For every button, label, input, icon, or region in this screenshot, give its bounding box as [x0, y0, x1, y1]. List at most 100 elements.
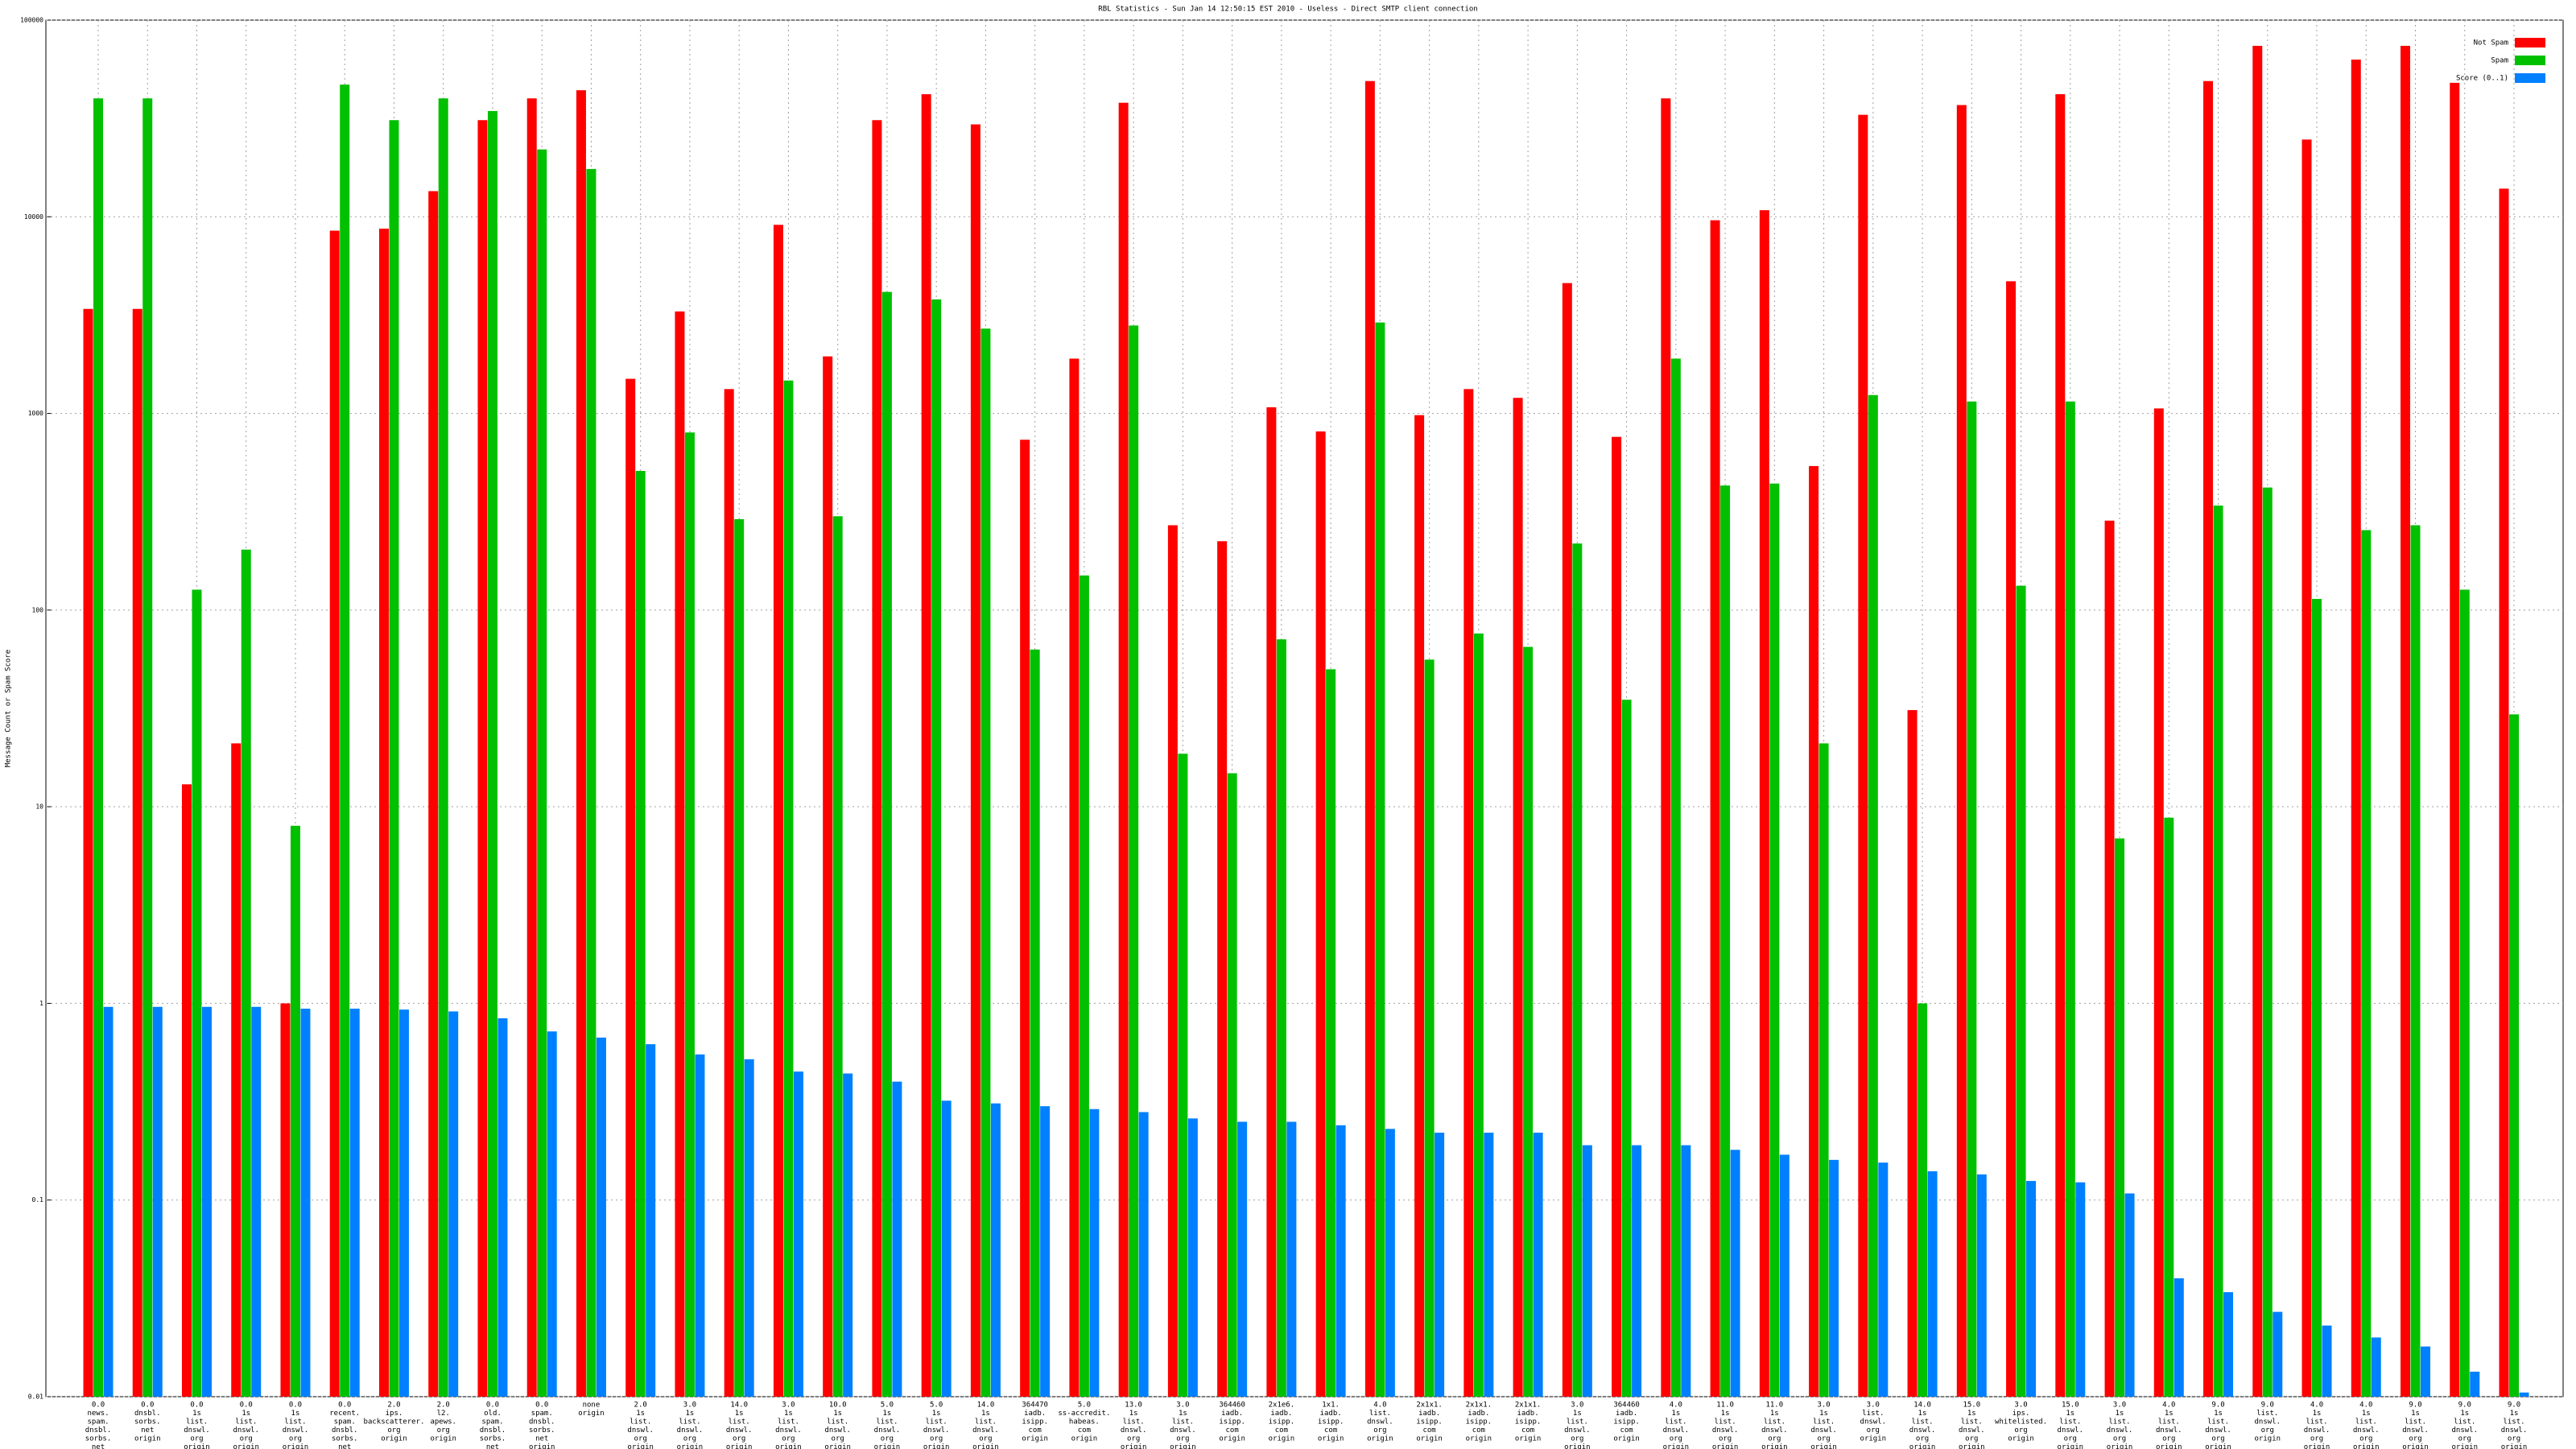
bar	[1769, 483, 1780, 1397]
x-tick-label: origin	[578, 1410, 605, 1418]
x-tick-label: org	[2458, 1435, 2471, 1443]
x-tick-label: 1s	[636, 1410, 645, 1418]
x-tick-label: dnswl.	[2058, 1426, 2084, 1435]
bar	[823, 356, 833, 1397]
bar	[1927, 1171, 1938, 1397]
x-tick-label: dnswl.	[1663, 1426, 1690, 1435]
bar	[1315, 431, 1326, 1397]
x-tick-label: 13.0	[1125, 1402, 1142, 1410]
x-tick-label: dnswl.	[726, 1426, 753, 1435]
bar	[389, 120, 399, 1397]
bar	[181, 784, 192, 1397]
x-tick-label: 3.0	[1571, 1402, 1583, 1410]
x-tick-label: dnswl.	[1761, 1426, 1788, 1435]
bar	[2262, 487, 2273, 1397]
bar	[1661, 98, 1671, 1397]
x-tick-label: 1s	[291, 1410, 300, 1418]
x-tick-label: iadb.	[1320, 1410, 1342, 1418]
bar	[734, 518, 745, 1397]
x-tick-label: list.	[284, 1418, 306, 1426]
x-tick-label: origin	[1022, 1435, 1048, 1443]
bar	[2450, 82, 2460, 1397]
x-tick-label: org	[190, 1435, 203, 1443]
x-tick-label: list.	[2207, 1418, 2229, 1426]
x-tick-label: origin	[1909, 1443, 1936, 1449]
x-tick-label: backscatterer.	[364, 1418, 425, 1426]
bar	[684, 432, 695, 1397]
x-tick-label: net	[535, 1435, 548, 1443]
y-tick-label: 100	[32, 606, 44, 613]
x-tick-label: 5.0	[881, 1402, 894, 1410]
bar	[1759, 210, 1769, 1397]
x-tick-label: 4.0	[2359, 1402, 2372, 1410]
bar	[2213, 506, 2223, 1397]
x-tick-label: list.	[1567, 1418, 1588, 1426]
x-tick-label: 0.0	[486, 1402, 499, 1410]
bar	[1375, 322, 1385, 1397]
x-tick-label: org	[387, 1426, 400, 1435]
x-tick-label: org	[930, 1435, 943, 1443]
bar	[1178, 753, 1188, 1397]
x-tick-label: apews.	[430, 1418, 456, 1426]
x-tick-label: 1s	[2116, 1410, 2124, 1418]
x-tick-label: isipp.	[1022, 1418, 1048, 1426]
x-tick-label: 364460	[1613, 1402, 1640, 1410]
bar	[378, 229, 389, 1397]
x-tick-label: origin	[2058, 1443, 2084, 1449]
x-tick-label: list.	[876, 1418, 898, 1426]
bar	[1818, 743, 1829, 1397]
x-tick-label: dnswl.	[2205, 1426, 2231, 1435]
x-tick-label: isipp.	[1269, 1418, 1295, 1426]
bar	[1079, 575, 1089, 1397]
bar	[251, 1006, 262, 1397]
y-tick-label: 1	[39, 1000, 43, 1007]
x-tick-label: 1s	[1770, 1410, 1779, 1418]
x-tick-label: org	[881, 1435, 894, 1443]
x-tick-label: iadb.	[1221, 1410, 1243, 1418]
bar	[152, 1006, 163, 1397]
bar	[2203, 80, 2214, 1397]
x-tick-label: sorbs.	[332, 1435, 358, 1443]
bar	[843, 1073, 853, 1397]
x-tick-label: dnswl.	[2107, 1426, 2133, 1435]
x-tick-label: list.	[926, 1418, 947, 1426]
x-tick-label: list.	[827, 1418, 848, 1426]
bar	[2499, 188, 2509, 1397]
bar	[1809, 465, 1819, 1397]
x-tick-label: org	[2162, 1435, 2175, 1443]
bar	[980, 328, 991, 1397]
bar	[547, 1031, 557, 1397]
x-tick-label: 3.0	[2113, 1402, 2126, 1410]
bar	[497, 1018, 508, 1397]
bar	[1435, 1133, 1445, 1397]
x-tick-label: 2x1x1.	[1416, 1402, 1443, 1410]
y-tick-label: 10	[35, 803, 43, 811]
bar	[1907, 710, 1918, 1397]
x-tick-label: org	[1127, 1435, 1140, 1443]
x-tick-label: 1s	[192, 1410, 201, 1418]
bar	[2459, 589, 2470, 1397]
x-tick-label: origin	[2402, 1443, 2429, 1449]
x-tick-label: com	[1422, 1426, 1435, 1435]
x-tick-label: spam.	[334, 1418, 356, 1426]
x-tick-label: list.	[2503, 1418, 2524, 1426]
x-tick-label: org	[1867, 1426, 1880, 1435]
x-tick-label: list.	[2306, 1418, 2327, 1426]
x-tick-label: origin	[1613, 1435, 1640, 1443]
x-tick-label: list.	[778, 1418, 799, 1426]
bar	[2115, 838, 2125, 1397]
bar	[1040, 1106, 1051, 1397]
x-tick-label: org	[1719, 1435, 1732, 1443]
bar	[1276, 639, 1286, 1397]
y-tick-label: 1000	[28, 410, 43, 417]
x-tick-label: list.	[1862, 1410, 1884, 1418]
x-tick-label: list.	[1715, 1418, 1736, 1426]
bar	[329, 230, 340, 1397]
bar	[103, 1006, 114, 1397]
x-tick-label: iadb.	[1468, 1410, 1489, 1418]
x-tick-label: dnswl.	[1810, 1426, 1837, 1435]
x-tick-label: old.	[484, 1410, 502, 1418]
bar	[921, 94, 931, 1397]
x-tick-label: org	[2113, 1435, 2126, 1443]
